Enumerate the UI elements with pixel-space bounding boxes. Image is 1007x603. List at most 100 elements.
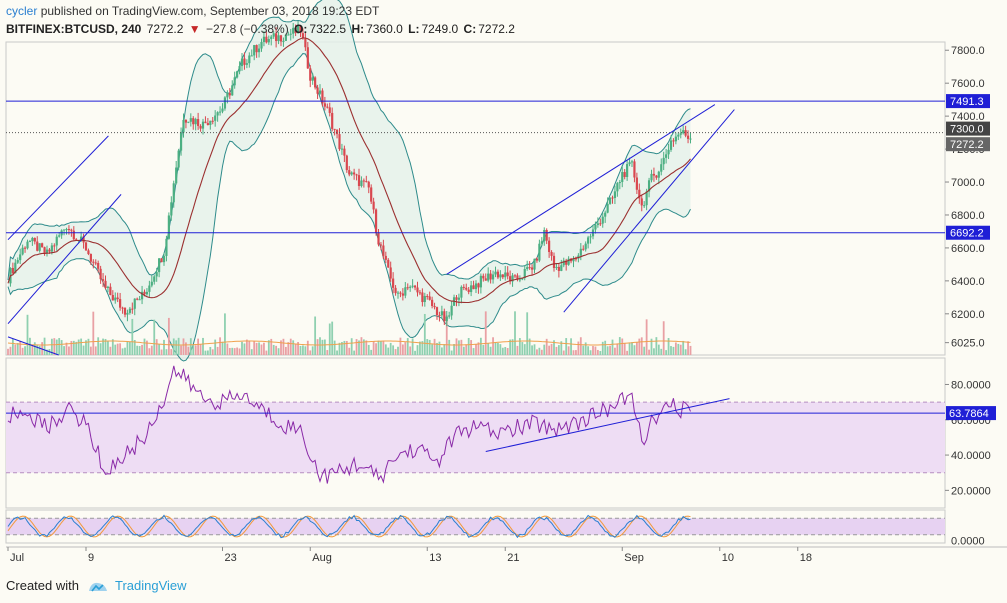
volume-bar bbox=[514, 311, 516, 355]
candle-body bbox=[121, 307, 124, 309]
volume-bar bbox=[333, 340, 336, 355]
candle-body bbox=[413, 285, 417, 288]
volume-bar bbox=[141, 344, 143, 355]
time-tick-label: Sep bbox=[624, 552, 644, 564]
volume-bar bbox=[575, 350, 577, 355]
candle-body bbox=[260, 42, 263, 49]
volume-bar bbox=[85, 340, 87, 355]
volume-bar bbox=[133, 340, 136, 355]
candle-body bbox=[384, 255, 387, 260]
volume-bar bbox=[421, 341, 424, 355]
candle-body bbox=[296, 25, 300, 34]
candle-body bbox=[438, 315, 441, 317]
last-price: 7272.2 bbox=[146, 22, 184, 36]
candle-body bbox=[496, 271, 500, 278]
candle-body bbox=[131, 308, 134, 310]
author-name[interactable]: cycler bbox=[6, 4, 38, 18]
candle-body bbox=[613, 191, 617, 198]
candle-body bbox=[179, 132, 183, 151]
volume-bar bbox=[509, 339, 512, 355]
trend-line bbox=[7, 336, 59, 356]
candle-body bbox=[650, 173, 653, 181]
candle-body bbox=[355, 174, 358, 176]
volume-bar bbox=[26, 314, 29, 355]
volume-bar bbox=[326, 350, 329, 355]
moving-average bbox=[7, 37, 691, 304]
volume-bar bbox=[121, 348, 124, 355]
candle-body bbox=[411, 285, 414, 287]
volume-bar bbox=[75, 341, 78, 355]
candle-body bbox=[67, 229, 71, 231]
volume-bar bbox=[197, 338, 200, 355]
volume-bar bbox=[82, 345, 85, 355]
volume-bar bbox=[582, 345, 585, 355]
candle-body bbox=[143, 291, 146, 295]
volume-bar bbox=[289, 338, 292, 355]
volume-bar bbox=[440, 347, 443, 355]
candle-body bbox=[550, 251, 553, 256]
candle-body bbox=[53, 245, 56, 247]
volume-bar bbox=[645, 319, 648, 355]
candle-body bbox=[409, 286, 412, 288]
volume-bar bbox=[616, 343, 619, 355]
volume-bar bbox=[489, 346, 492, 355]
volume-bar bbox=[167, 317, 170, 355]
trend-line bbox=[446, 104, 716, 275]
candle-body bbox=[396, 292, 400, 294]
volume-bar bbox=[635, 341, 638, 355]
candle-body bbox=[601, 216, 604, 224]
volume-bar bbox=[382, 341, 385, 355]
volume-bar bbox=[521, 342, 524, 355]
candle-body bbox=[470, 285, 473, 293]
volume-bar bbox=[111, 339, 114, 355]
volume-bar bbox=[331, 321, 334, 355]
candle-body bbox=[214, 115, 217, 121]
candle-body bbox=[484, 278, 487, 281]
volume-bar bbox=[224, 313, 226, 355]
candle-body bbox=[80, 236, 83, 241]
candle-body bbox=[645, 191, 648, 206]
volume-bar bbox=[284, 346, 287, 355]
candle-body bbox=[462, 286, 465, 288]
volume-bar bbox=[126, 341, 129, 355]
candle-body bbox=[301, 33, 305, 39]
volume-bar bbox=[343, 340, 346, 355]
volume-bar bbox=[584, 342, 587, 355]
volume-bar bbox=[124, 347, 126, 355]
volume-bar bbox=[377, 340, 380, 355]
tradingview-link[interactable]: TradingView bbox=[114, 578, 187, 593]
candle-body bbox=[162, 255, 166, 263]
candle-body bbox=[657, 171, 660, 178]
volume-bar bbox=[275, 345, 278, 355]
candle-body bbox=[440, 311, 443, 316]
candle-body bbox=[482, 275, 485, 279]
candle-body bbox=[114, 297, 117, 301]
volume-bar bbox=[672, 346, 675, 355]
volume-bar bbox=[297, 341, 299, 355]
volume-bar bbox=[492, 337, 494, 355]
candle-body bbox=[167, 215, 170, 239]
candle-body bbox=[45, 249, 49, 254]
volume-bar bbox=[38, 345, 41, 355]
level-price-tag bbox=[946, 225, 990, 240]
rsi-band-fill bbox=[6, 402, 945, 473]
volume-bar bbox=[214, 339, 217, 355]
time-tick-label: Jul bbox=[10, 552, 24, 564]
volume-bar bbox=[304, 346, 307, 355]
volume-bar bbox=[211, 349, 214, 355]
current-price-label: 7272.2 bbox=[950, 139, 984, 151]
candle-body bbox=[604, 212, 607, 217]
candle-body bbox=[275, 33, 278, 42]
volume-bar bbox=[114, 344, 117, 355]
candle-body bbox=[65, 229, 68, 231]
volume-bar bbox=[618, 337, 621, 355]
stoch-tick-label: 0.0000 bbox=[951, 535, 985, 547]
volume-bar bbox=[416, 345, 419, 355]
candle-body bbox=[140, 291, 144, 300]
volume-bar bbox=[219, 337, 221, 355]
volume-bar bbox=[7, 348, 9, 355]
candle-body bbox=[170, 202, 173, 216]
volume-bar bbox=[404, 342, 407, 355]
candle-body bbox=[357, 175, 361, 187]
